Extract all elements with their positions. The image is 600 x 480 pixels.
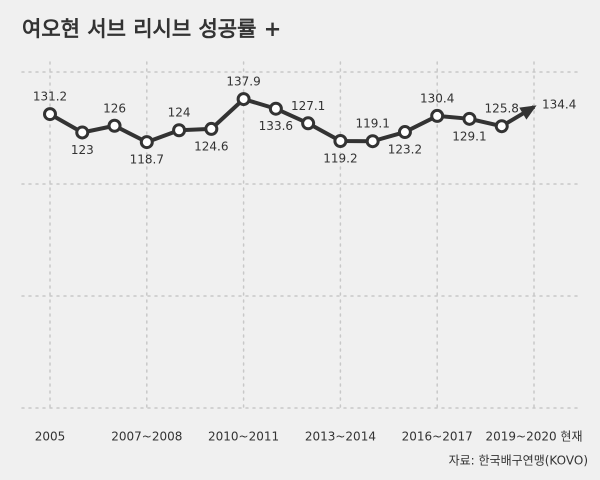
point	[75, 125, 90, 140]
data-label: 123	[71, 143, 94, 157]
point	[107, 118, 122, 133]
data-label: 133.6	[259, 119, 293, 133]
source: 자료: 한국배구연맹(KOVO)	[449, 454, 588, 468]
arrow-head	[519, 105, 537, 120]
data-label: 137.9	[226, 75, 260, 89]
data-label: 125.8	[485, 102, 519, 116]
data-label: 127.1	[291, 99, 325, 113]
point	[494, 119, 509, 134]
data-label: 131.2	[33, 90, 67, 104]
data-label: 124	[168, 106, 191, 120]
x-tick-label: 2010~2011	[208, 430, 279, 444]
chart-title: 여오현 서브 리시브 성공률 +	[22, 17, 281, 41]
x-tick-label: 2016~2017	[402, 430, 473, 444]
x-tick-label: 2007~2008	[111, 430, 182, 444]
point	[333, 133, 348, 148]
point	[268, 101, 283, 116]
data-label: 124.6	[194, 139, 228, 153]
point	[462, 111, 477, 126]
point	[236, 92, 251, 107]
line	[49, 97, 536, 145]
data-label: 134.4	[542, 97, 576, 111]
point	[365, 134, 380, 149]
data-label: 119.2	[323, 151, 357, 165]
x-tick-label: 2013~2014	[305, 430, 376, 444]
data-label: 119.1	[355, 117, 389, 131]
point	[43, 107, 57, 122]
data-label: 129.1	[452, 129, 486, 143]
point	[301, 116, 316, 131]
x-tick-label: 2005	[35, 430, 66, 444]
data-label: 130.4	[420, 91, 454, 105]
data-label: 118.7	[130, 153, 164, 167]
point	[204, 121, 219, 136]
data-label: 123.2	[388, 143, 422, 157]
x-tick-label: 2019~2020 현재	[485, 430, 582, 444]
point	[397, 125, 412, 140]
point	[172, 123, 187, 138]
point	[139, 135, 154, 150]
point	[430, 108, 445, 123]
data-label: 126	[103, 101, 126, 115]
